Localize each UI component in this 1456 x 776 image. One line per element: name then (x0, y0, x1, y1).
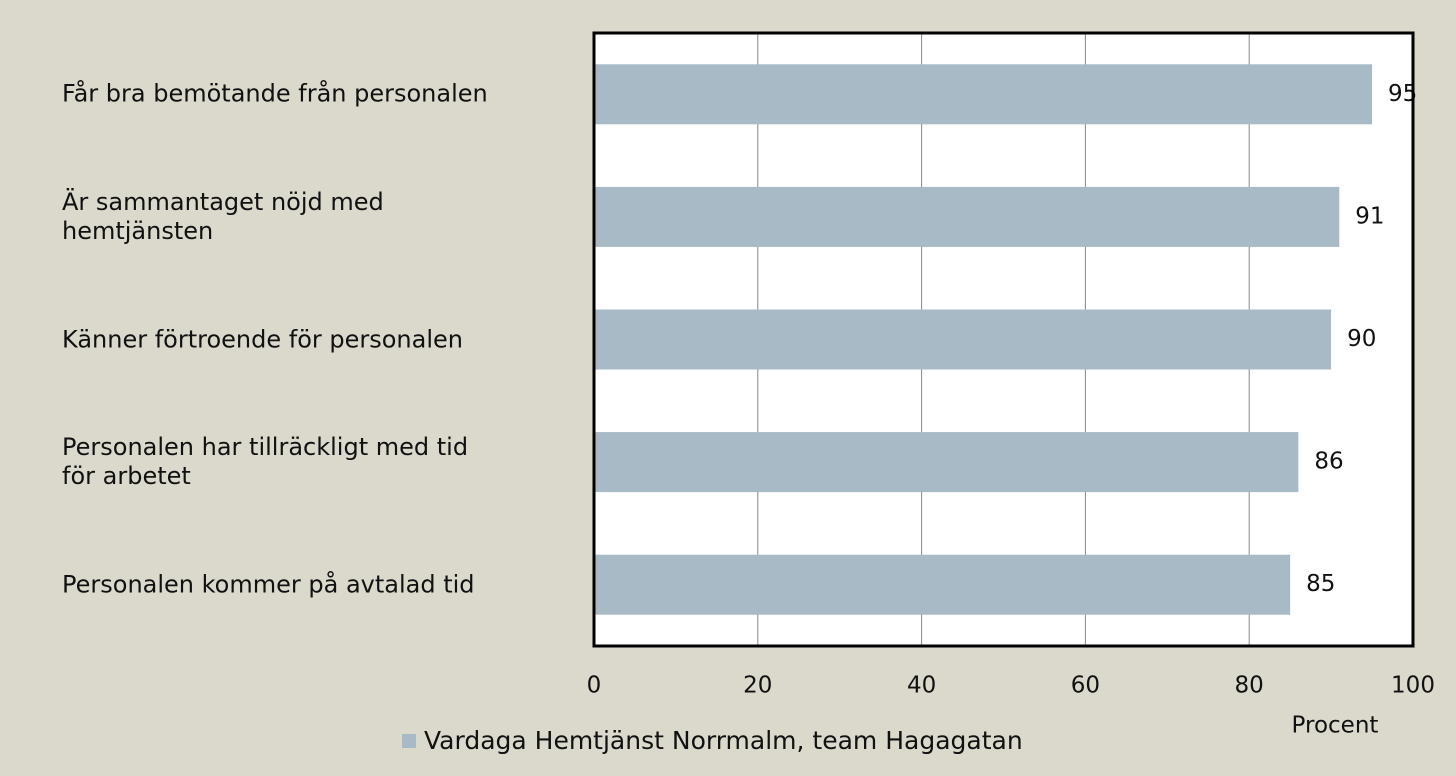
y-tick-label: Får bra bemötande från personalen (62, 79, 488, 108)
value-label: 86 (1314, 449, 1343, 475)
y-tick-label: Personalen kommer på avtalad tid (62, 570, 475, 599)
x-tick-label: 20 (743, 673, 772, 699)
bar (594, 554, 1291, 615)
y-tick-label: Personalen har tillräckligt med tid för … (62, 433, 469, 491)
y-tick-label: Är sammantaget nöjd med hemtjänsten (62, 187, 384, 245)
value-label: 85 (1306, 571, 1335, 597)
bar (594, 432, 1299, 493)
x-axis-title: Procent (1292, 713, 1379, 739)
x-tick-label: 40 (907, 673, 936, 699)
legend-label: Vardaga Hemtjänst Norrmalm, team Hagagat… (424, 726, 1023, 755)
bar (594, 186, 1340, 247)
value-label: 91 (1355, 203, 1384, 229)
x-tick-label: 60 (1071, 673, 1100, 699)
y-tick-label: Känner förtroende för personalen (62, 325, 463, 353)
x-tick-label: 80 (1235, 673, 1264, 699)
bar (594, 64, 1373, 125)
value-label: 90 (1347, 326, 1376, 352)
x-tick-label: 100 (1391, 673, 1435, 699)
x-tick-label: 0 (587, 673, 602, 699)
bar (594, 309, 1332, 370)
legend-swatch (402, 734, 416, 748)
plot-border (592, 31, 1415, 648)
